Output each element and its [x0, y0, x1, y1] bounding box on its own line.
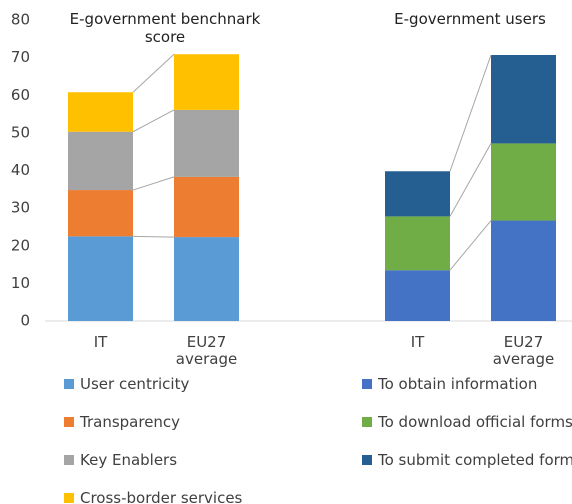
series-line [449, 220, 492, 271]
series-line [449, 143, 492, 217]
legend-label: To obtain information [378, 375, 538, 393]
legend-item: Cross-border services [64, 488, 242, 504]
legend-item: Key Enablers [64, 450, 177, 470]
y-tick-label: 50 [11, 123, 30, 141]
legend-item: To obtain information [362, 374, 537, 394]
y-tick-label: 10 [11, 274, 30, 292]
legend-swatch [64, 493, 74, 503]
legend-label: Key Enablers [80, 451, 178, 469]
series-line [132, 235, 175, 238]
y-tick-label: 80 [11, 11, 30, 29]
series-line [132, 176, 175, 191]
chart-title: E-government benchnark score [69, 10, 261, 46]
legend-label: To submit completed forms [378, 451, 572, 469]
y-tick-label: 0 [20, 312, 30, 330]
y-tick-label: 20 [11, 236, 30, 254]
legend-label: Cross-border services [80, 489, 243, 504]
y-tick-label: 40 [11, 161, 30, 179]
y-tick-label: 70 [11, 48, 30, 66]
bar-segment [174, 109, 239, 177]
bar-segment [68, 131, 133, 191]
legend-label: To download official forms [378, 413, 572, 431]
legend-label: Transparency [80, 413, 181, 431]
bar-segment [68, 190, 133, 237]
legend-swatch [64, 379, 74, 389]
bar-segment [385, 216, 450, 271]
x-tick-label: IT [93, 333, 108, 351]
bar-segment [174, 237, 239, 321]
bar-segment [491, 143, 556, 221]
legend-swatch [64, 417, 74, 427]
x-tick-label: EU27 average [492, 333, 555, 368]
legend-swatch [362, 379, 372, 389]
chart-title: E-government users [394, 10, 546, 28]
legend-item: User centricity [64, 374, 189, 394]
bar-segment [491, 220, 556, 321]
legend-item: To download official forms [362, 412, 572, 432]
x-tick-label: IT [410, 333, 425, 351]
legend-swatch [362, 417, 372, 427]
bar-segment [491, 54, 556, 144]
bar-segment [385, 171, 450, 217]
series-line [132, 109, 175, 133]
legend-item: Transparency [64, 412, 180, 432]
legend-swatch [64, 455, 74, 465]
x-tick-label: EU27 average [175, 333, 238, 368]
series-line [132, 53, 175, 93]
y-tick-label: 30 [11, 199, 30, 217]
bar-segment [68, 236, 133, 321]
legend-label: User centricity [80, 375, 190, 393]
bar-segment [174, 54, 239, 110]
bar-segment [68, 92, 133, 132]
y-tick-label: 60 [11, 86, 30, 104]
legend-item: To submit completed forms [362, 450, 572, 470]
bar-segment [174, 176, 239, 238]
bar-segment [385, 270, 450, 321]
series-line [449, 54, 492, 172]
legend-swatch [362, 455, 372, 465]
